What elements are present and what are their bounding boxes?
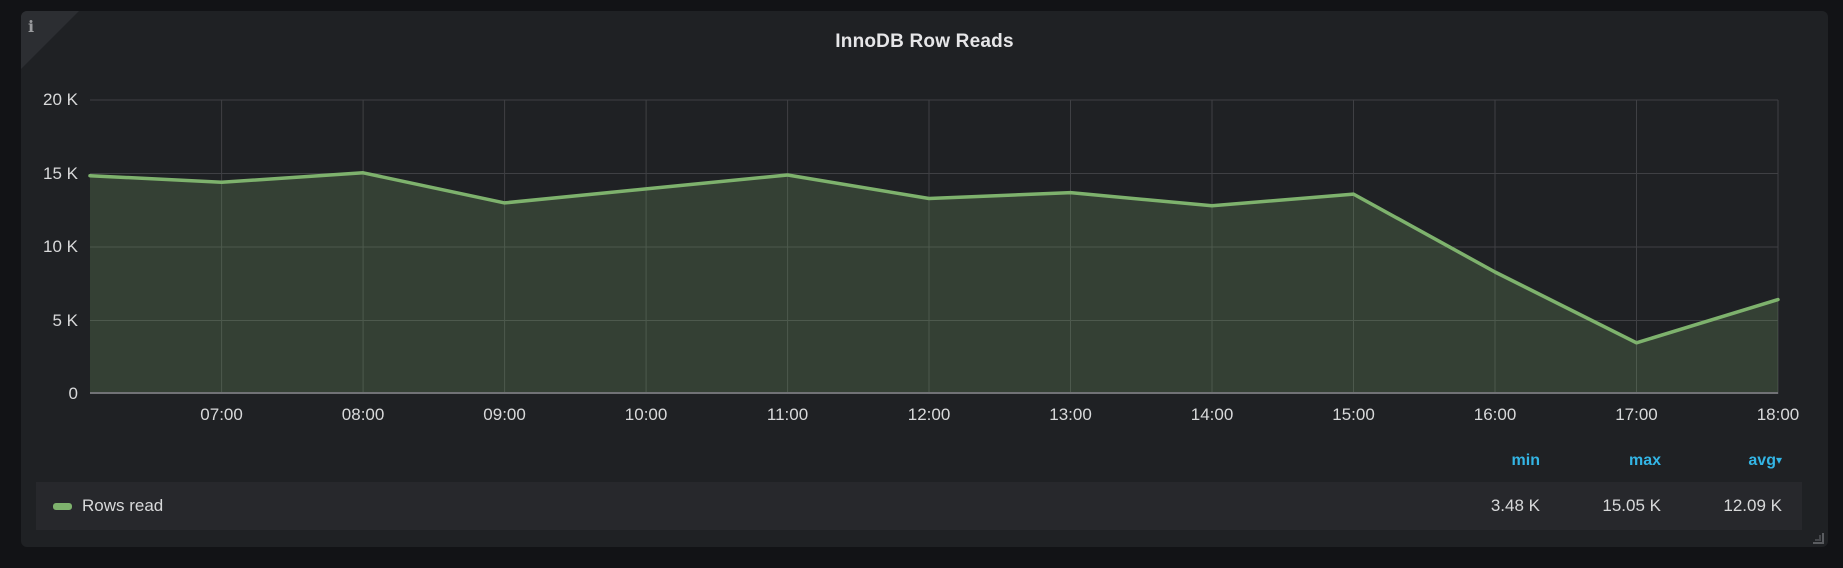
chart-plot-area[interactable] (88, 99, 1780, 394)
x-tick-label: 11:00 (766, 405, 809, 424)
chart-canvas (88, 99, 1780, 394)
x-tick-label: 17:00 (1615, 405, 1658, 424)
y-tick-label: 15 K (43, 163, 78, 183)
y-tick-label: 10 K (43, 237, 78, 256)
x-tick-label: 18:00 (1756, 405, 1800, 424)
x-tick-label: 16:00 (1473, 405, 1517, 424)
panel-resize-handle[interactable] (1813, 533, 1824, 544)
legend-header-min[interactable]: min (1511, 452, 1540, 469)
stat-value-avg: 12.09 K (1723, 496, 1782, 515)
panel-info-corner[interactable]: i (21, 11, 79, 69)
x-tick-label: 09:00 (483, 405, 526, 424)
legend-header-avg[interactable]: avg▾ (1748, 452, 1782, 469)
stat-value-max: 15.05 K (1602, 496, 1661, 515)
sort-caret-icon: ▾ (1775, 453, 1782, 467)
legend-header-max[interactable]: max (1628, 452, 1661, 469)
series-color-swatch (53, 502, 72, 510)
legend-stat-values: 3.48 K 15.05 K 12.09 K (1419, 496, 1802, 516)
legend-row: Rows read 3.48 K 15.05 K 12.09 K (36, 482, 1802, 530)
y-tick-label: 5 K (52, 310, 78, 330)
x-tick-label: 07:00 (200, 405, 243, 424)
legend-series-toggle[interactable]: Rows read (53, 496, 163, 516)
panel-title[interactable]: InnoDB Row Reads (835, 31, 1014, 52)
x-tick-label: 13:00 (1049, 405, 1092, 424)
graph-panel: i InnoDB Row Reads 0 5 K 10 K 15 K 20 K 07:0… (21, 11, 1828, 547)
info-icon: i (28, 17, 35, 36)
y-tick-label: 0 (68, 384, 78, 403)
legend-stat-headers: min max avg▾ (1419, 452, 1782, 470)
y-tick-label: 20 K (43, 90, 78, 109)
x-tick-label: 10:00 (624, 405, 668, 424)
x-tick-label: 15:00 (1332, 405, 1375, 424)
x-tick-label: 14:00 (1190, 405, 1234, 424)
series-label: Rows read (82, 496, 164, 515)
x-tick-label: 12:00 (907, 405, 951, 424)
x-tick-label: 08:00 (341, 405, 385, 424)
stat-value-min: 3.48 K (1490, 496, 1540, 515)
